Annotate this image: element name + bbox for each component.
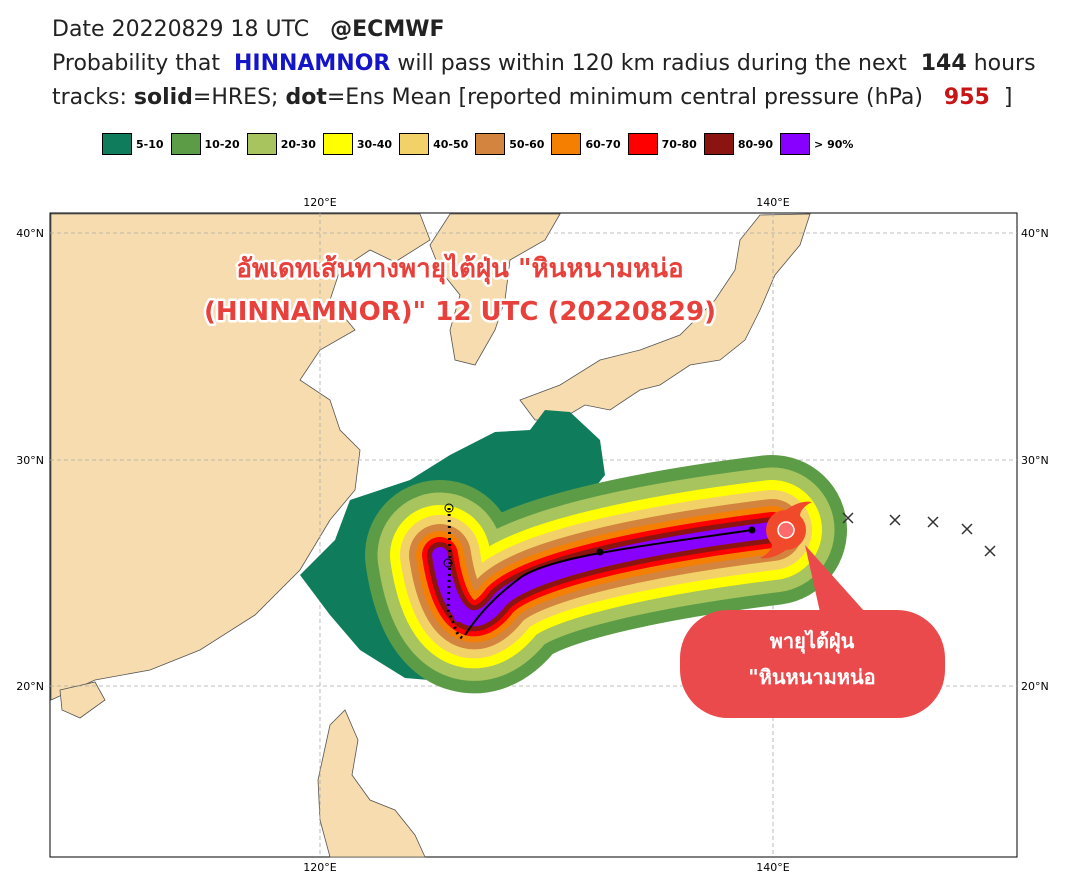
lon-label: 140°E bbox=[756, 861, 789, 874]
legend-swatch bbox=[703, 133, 734, 155]
japan bbox=[519, 213, 811, 421]
legend-label: 30-40 bbox=[356, 137, 393, 151]
legend-item: 60-70 bbox=[551, 133, 621, 155]
lat-label: 20°N bbox=[1021, 680, 1049, 693]
callout: พายุไต้ฝุ่น "หินหนามหน่อ bbox=[680, 545, 945, 718]
lat-label: 40°N bbox=[1021, 227, 1049, 240]
legend-item: 50-60 bbox=[475, 133, 544, 155]
text: Probability that bbox=[52, 51, 220, 76]
overlay-title-line: (HINNAMNOR)" 12 UTC (20220829) bbox=[204, 297, 716, 327]
korea bbox=[429, 213, 561, 366]
pressure: 955 bbox=[943, 85, 990, 110]
legend-swatch bbox=[551, 133, 582, 155]
text: =HRES; bbox=[192, 85, 279, 110]
legend-label: 70-80 bbox=[661, 137, 697, 151]
legend-item: 5-10 bbox=[102, 133, 164, 155]
text: dot bbox=[285, 85, 327, 110]
axis-labels: 120°E 140°E 120°E 140°E 40°N 30°N 20°N 4… bbox=[16, 196, 1048, 874]
storm-name: HINNAMNOR bbox=[233, 51, 391, 76]
legend-item: 20-30 bbox=[246, 133, 316, 155]
track-point bbox=[454, 614, 462, 622]
text: =Ens Mean [reported minimum central pres… bbox=[326, 85, 923, 110]
text: solid bbox=[133, 85, 193, 110]
legend-label: 40-50 bbox=[433, 137, 469, 151]
land bbox=[50, 213, 811, 858]
legend-label: 10-20 bbox=[204, 137, 240, 151]
legend-label: 80-90 bbox=[737, 137, 774, 151]
legend-item: 80-90 bbox=[703, 133, 774, 155]
text: tracks: bbox=[52, 85, 127, 110]
callout-pointer bbox=[805, 545, 865, 612]
legend-label: 20-30 bbox=[280, 137, 316, 151]
cross bbox=[842, 512, 996, 557]
legend-label: 60-70 bbox=[585, 137, 621, 151]
source: @ECMWF bbox=[330, 17, 445, 42]
lat-label: 30°N bbox=[1021, 454, 1049, 467]
overlay-title: อัพเดทเส้นทางพายุไต้ฝุ่น "หินหนามหน่อ (H… bbox=[202, 250, 719, 330]
philippines bbox=[317, 709, 426, 858]
callout-text: พายุไต้ฝุ่น bbox=[770, 629, 855, 654]
legend: 5-10 10-20 20-30 30-40 40-50 50-60 60-70 70-80 8… bbox=[102, 133, 860, 155]
text: ] bbox=[1003, 85, 1013, 110]
typhoon-eye bbox=[777, 521, 795, 539]
legend-label: > 90% bbox=[814, 137, 854, 151]
callout-box bbox=[680, 610, 945, 718]
lat-label: 30°N bbox=[16, 454, 44, 467]
hours: 144 bbox=[920, 51, 967, 76]
legend-swatch bbox=[170, 133, 201, 155]
legend-item: 40-50 bbox=[399, 133, 468, 155]
date: Date 20220829 18 UTC bbox=[52, 17, 310, 42]
legend-swatch bbox=[322, 133, 353, 155]
mainland bbox=[50, 213, 431, 701]
legend-swatch bbox=[399, 133, 430, 155]
typhoon-icon bbox=[760, 501, 812, 559]
legend-swatch bbox=[246, 133, 277, 155]
legend-swatch bbox=[475, 133, 506, 155]
track-point bbox=[444, 503, 454, 513]
header-line-3: tracks: solid=HRES; dot=Ens Mean [report… bbox=[52, 84, 1012, 112]
overlay-title-line: อัพเดทเส้นทางพายุไต้ฝุ่น "หินหนามหน่อ bbox=[236, 252, 683, 285]
legend-swatch bbox=[102, 133, 132, 155]
lat-label: 40°N bbox=[16, 227, 44, 240]
hres-track bbox=[464, 529, 753, 636]
swath-band bbox=[432, 522, 780, 627]
legend-item: 30-40 bbox=[322, 133, 393, 155]
tracks bbox=[443, 503, 756, 642]
probability-swath bbox=[300, 410, 847, 693]
text: will pass within 120 km radius during th… bbox=[397, 51, 907, 76]
legend-item: 10-20 bbox=[170, 133, 240, 155]
track-point bbox=[596, 548, 604, 556]
lon-label: 120°E bbox=[303, 196, 336, 209]
track-point bbox=[443, 558, 453, 568]
legend-swatch bbox=[627, 133, 658, 155]
header-line-1: Date 20220829 18 UTC @ECMWF bbox=[52, 16, 445, 44]
legend-swatch bbox=[780, 133, 811, 155]
hainan bbox=[59, 681, 106, 719]
track-point bbox=[748, 526, 756, 534]
text: hours bbox=[973, 51, 1036, 76]
forecast-crosses bbox=[842, 512, 996, 557]
header-line-2: Probability that HINNAMNOR will pass wit… bbox=[52, 50, 1036, 78]
lon-label: 140°E bbox=[756, 196, 789, 209]
lat-label: 20°N bbox=[16, 680, 44, 693]
legend-item: 70-80 bbox=[627, 133, 697, 155]
legend-item: > 90% bbox=[780, 133, 853, 155]
callout-text: "หินหนามหน่อ bbox=[748, 665, 875, 689]
lon-label: 120°E bbox=[303, 861, 336, 874]
legend-label: 50-60 bbox=[509, 137, 545, 151]
legend-label: 5-10 bbox=[136, 137, 164, 151]
ens-mean-track bbox=[446, 507, 466, 642]
